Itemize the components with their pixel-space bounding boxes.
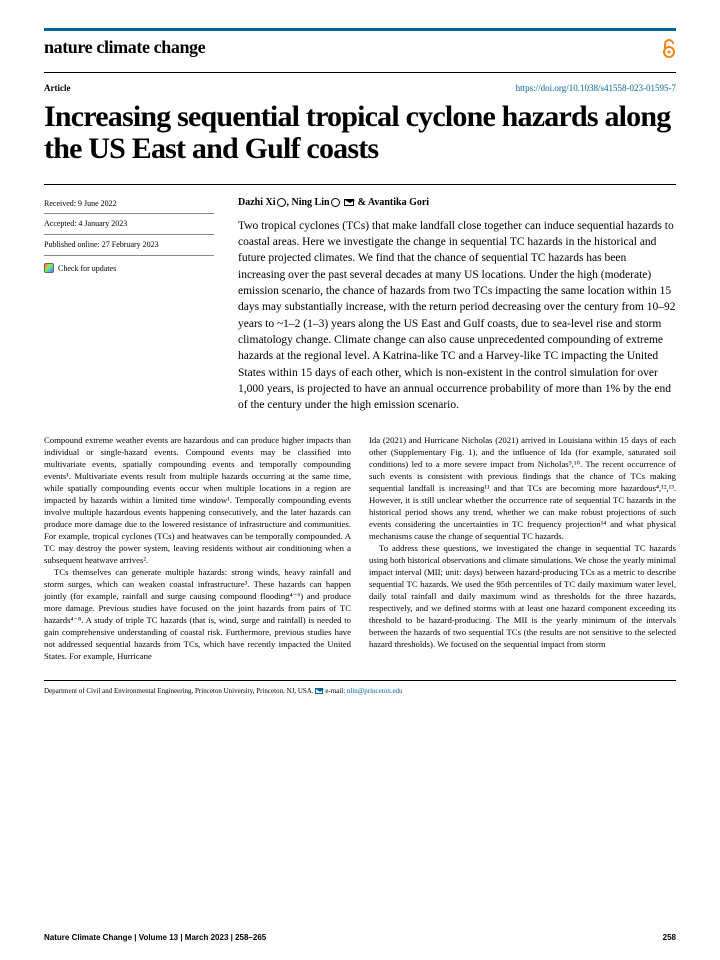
body-paragraph: To address these questions, we investiga… bbox=[369, 542, 676, 650]
divider bbox=[44, 255, 214, 256]
journal-header: nature climate change bbox=[44, 37, 676, 58]
body-text: Compound extreme weather events are haza… bbox=[44, 434, 676, 662]
accepted-date: Accepted: 4 January 2023 bbox=[44, 217, 214, 231]
published-date: Published online: 27 February 2023 bbox=[44, 238, 214, 252]
body-paragraph: Ida (2021) and Hurricane Nicholas (2021)… bbox=[369, 434, 676, 542]
column-left: Compound extreme weather events are haza… bbox=[44, 434, 351, 662]
author: & Avantika Gori bbox=[355, 197, 429, 208]
divider bbox=[44, 234, 214, 235]
affiliation-text: Department of Civil and Environmental En… bbox=[44, 687, 315, 695]
authors-abstract-column: Dazhi Xi , Ning Lin & Avantika Gori Two t… bbox=[238, 197, 676, 414]
author: , Ning Lin bbox=[287, 197, 330, 208]
author: Dazhi Xi bbox=[238, 197, 276, 208]
received-date: Received: 9 June 2022 bbox=[44, 197, 214, 211]
email-icon bbox=[315, 688, 323, 694]
body-paragraph: TCs themselves can generate multiple haz… bbox=[44, 566, 351, 662]
open-access-icon bbox=[662, 38, 676, 58]
dates-column: Received: 9 June 2022 Accepted: 4 Januar… bbox=[44, 197, 214, 414]
footer-rule bbox=[44, 680, 676, 681]
affiliation-line: Department of Civil and Environmental En… bbox=[44, 687, 676, 695]
divider bbox=[44, 213, 214, 214]
email-label: e-mail: bbox=[325, 687, 347, 695]
body-paragraph: Compound extreme weather events are haza… bbox=[44, 434, 351, 566]
footer-citation: Nature Climate Change | Volume 13 | Marc… bbox=[44, 933, 266, 942]
page-footer: Nature Climate Change | Volume 13 | Marc… bbox=[44, 933, 676, 942]
journal-name: nature climate change bbox=[44, 37, 205, 58]
meta-section: Received: 9 June 2022 Accepted: 4 Januar… bbox=[44, 184, 676, 414]
check-updates-label: Check for updates bbox=[58, 262, 116, 276]
page-number: 258 bbox=[663, 933, 676, 942]
doi-link[interactable]: https://doi.org/10.1038/s41558-023-01595… bbox=[516, 83, 676, 93]
orcid-icon[interactable] bbox=[277, 198, 286, 207]
crossmark-icon bbox=[44, 263, 54, 273]
author-list: Dazhi Xi , Ning Lin & Avantika Gori bbox=[238, 197, 676, 208]
divider bbox=[44, 72, 676, 73]
article-title: Increasing sequential tropical cyclone h… bbox=[44, 101, 676, 166]
top-rule bbox=[44, 28, 676, 31]
column-right: Ida (2021) and Hurricane Nicholas (2021)… bbox=[369, 434, 676, 662]
article-meta-row: Article https://doi.org/10.1038/s41558-0… bbox=[44, 83, 676, 93]
email-icon[interactable] bbox=[344, 199, 354, 206]
orcid-icon[interactable] bbox=[331, 198, 340, 207]
article-type-label: Article bbox=[44, 83, 70, 93]
abstract-text: Two tropical cyclones (TCs) that make la… bbox=[238, 218, 676, 414]
check-updates-link[interactable]: Check for updates bbox=[44, 262, 214, 276]
email-link[interactable]: nlin@princeton.edu bbox=[347, 687, 403, 695]
